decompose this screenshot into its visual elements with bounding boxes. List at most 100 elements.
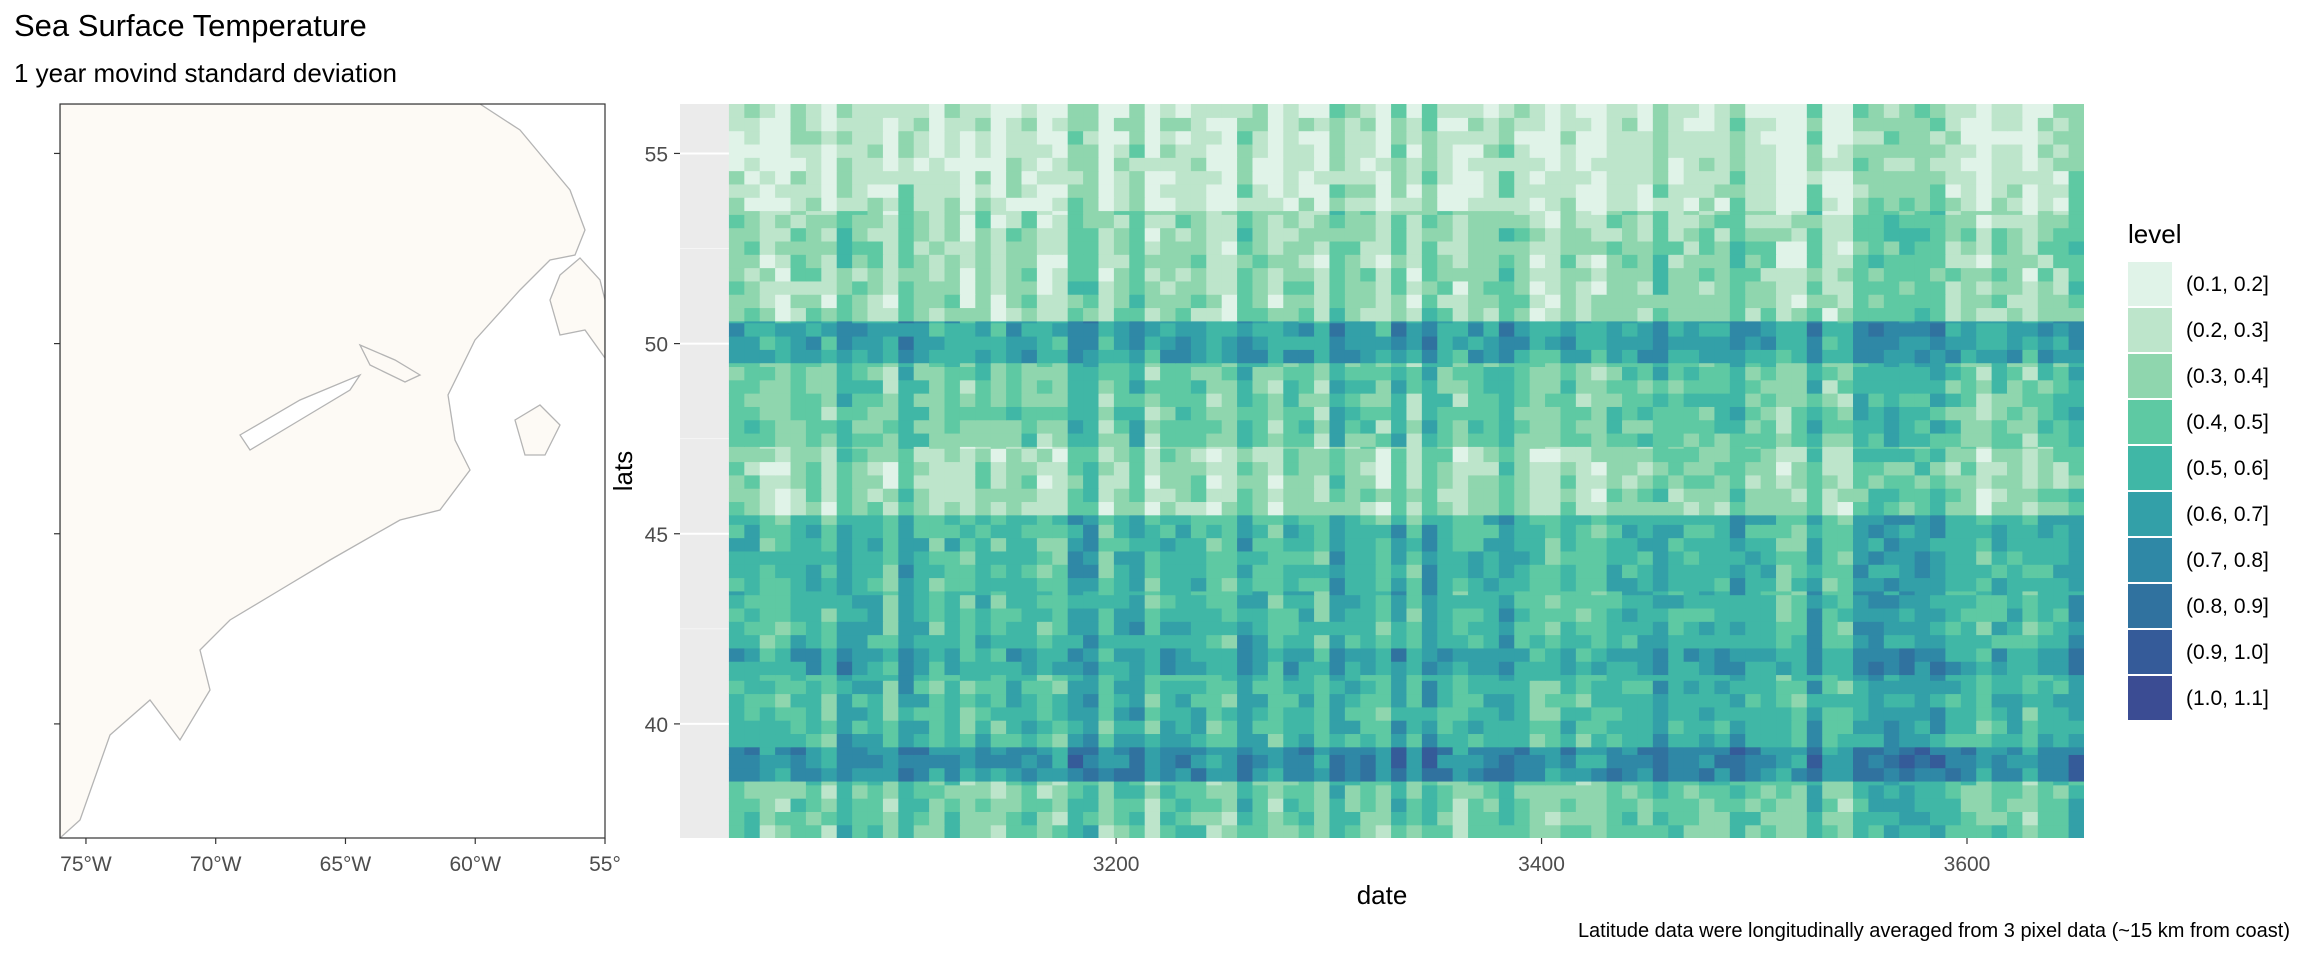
heatmap-cell [975, 254, 992, 269]
heatmap-cell [944, 577, 961, 592]
heatmap-cell [1776, 733, 1793, 748]
heatmap-cell [1498, 577, 1515, 592]
heatmap-cell [2007, 594, 2024, 609]
heatmap-cell [1991, 307, 2008, 322]
heatmap-cell [1930, 811, 1947, 826]
heatmap-cell [1360, 183, 1377, 198]
heatmap-cell [1683, 335, 1700, 350]
heatmap-cell [913, 784, 930, 799]
heatmap-cell [1483, 488, 1500, 503]
heatmap-cell [975, 720, 992, 735]
heatmap-cell [1298, 693, 1315, 708]
heatmap-cell [1529, 320, 1546, 324]
heatmap-cell [1067, 577, 1084, 592]
heatmap-cell [1729, 322, 1746, 337]
heatmap-cell [1822, 280, 1839, 295]
heatmap-cell [1052, 733, 1069, 748]
heatmap-cell [898, 674, 915, 681]
heatmap-cell [1421, 419, 1438, 434]
heatmap-cell [1206, 349, 1223, 364]
heatmap-cell [1529, 514, 1546, 525]
heatmap-cell [1606, 780, 1623, 786]
heatmap-cell [1991, 419, 2008, 434]
heatmap-cell [821, 322, 838, 337]
heatmap-cell [1375, 280, 1392, 295]
heatmap-cell [1868, 432, 1885, 447]
heatmap-cell [944, 746, 961, 755]
heatmap-cell [1791, 227, 1808, 242]
heatmap-cell [898, 419, 915, 434]
heatmap-cell [1806, 680, 1823, 695]
heatmap-cell [867, 680, 884, 695]
heatmap-cell [759, 307, 776, 322]
heatmap-cell [1221, 824, 1238, 838]
heatmap-cell [1221, 693, 1238, 708]
heatmap-cell [1668, 307, 1685, 322]
heatmap-cell [882, 811, 899, 826]
heatmap-cell [1036, 335, 1053, 350]
heatmap-cell [1883, 767, 1900, 782]
chart-subtitle: 1 year movind standard deviation [14, 58, 398, 88]
heatmap-cell [1129, 335, 1146, 350]
heatmap-cell [1468, 550, 1485, 565]
heatmap-cell [1052, 661, 1069, 676]
heatmap-cell [1930, 746, 1947, 755]
heatmap-cell [1437, 564, 1454, 579]
heatmap-cell [1237, 183, 1254, 198]
heatmap-cell [1560, 720, 1577, 735]
heatmap-cell [1021, 798, 1038, 812]
heatmap-cell [1483, 366, 1500, 381]
heatmap-cell [1745, 280, 1762, 295]
heatmap-cell [913, 280, 930, 295]
heatmap-cell [2053, 335, 2070, 350]
heatmap-cell [1267, 214, 1284, 229]
heatmap-cell [759, 811, 776, 826]
heatmap-cell [1360, 362, 1377, 368]
heatmap-cell [1221, 754, 1238, 769]
heatmap-cell [1776, 798, 1793, 812]
heatmap-cell [744, 577, 761, 592]
heatmap-cell [836, 307, 853, 322]
heatmap-cell [913, 634, 930, 649]
heatmap-cell [959, 621, 976, 636]
heatmap-cell [1714, 824, 1731, 838]
heatmap-cell [1606, 661, 1623, 676]
heatmap-cell [821, 157, 838, 172]
heatmap-cell [1776, 634, 1793, 649]
heatmap-cell [1314, 733, 1331, 748]
heatmap-cell [1930, 784, 1947, 799]
heatmap-cell [1529, 550, 1546, 565]
heatmap-cell [1113, 227, 1130, 242]
heatmap-cell [1960, 594, 1977, 609]
heatmap-cell [1498, 798, 1515, 812]
heatmap-cell [1606, 634, 1623, 649]
heatmap-cell [790, 393, 807, 407]
heatmap-cell [1652, 647, 1669, 662]
heatmap-cell [975, 432, 992, 447]
heatmap-cell [2022, 824, 2039, 838]
heatmap-cell [1160, 634, 1177, 649]
heatmap-cell [1668, 197, 1685, 212]
heatmap-cell [990, 419, 1007, 434]
heatmap-cell [1175, 693, 1192, 708]
heatmap-cell [1714, 227, 1731, 242]
heatmap-cell [882, 280, 899, 295]
heatmap-cell [1776, 680, 1793, 695]
heatmap-cell [1498, 448, 1515, 463]
heatmap-cell [1160, 254, 1177, 269]
heatmap-cell [1668, 550, 1685, 565]
heatmap-cell [2068, 564, 2084, 579]
heatmap-cell [867, 824, 884, 838]
heatmap-cell [1837, 393, 1854, 407]
heatmap-cell [744, 590, 761, 596]
heatmap-cell [1206, 488, 1223, 503]
heatmap-cell [852, 322, 869, 337]
heatmap-cell [2037, 824, 2054, 838]
heatmap-cell [1344, 362, 1361, 368]
heatmap-cell [1606, 227, 1623, 242]
heatmap-cell [790, 362, 807, 368]
heatmap-cell [1113, 240, 1130, 255]
heatmap-cell [882, 564, 899, 579]
heatmap-cell [929, 227, 946, 242]
heatmap-cell [975, 294, 992, 309]
